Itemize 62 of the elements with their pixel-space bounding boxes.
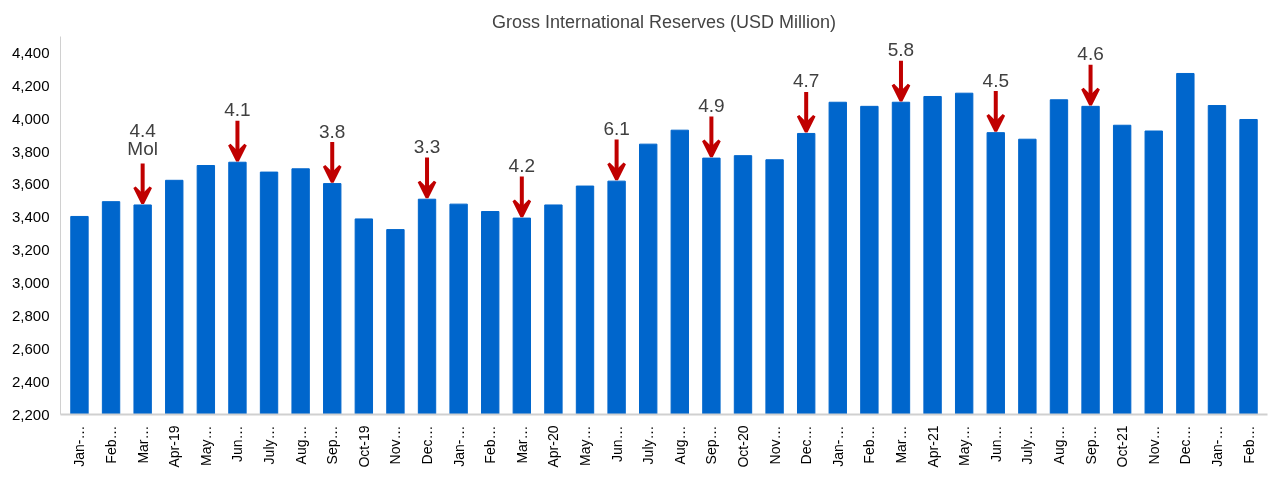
- x-tick-label: Jan-…: [450, 425, 467, 467]
- x-tick-label: Apr-20: [545, 425, 562, 468]
- x-tick-label: Nov…: [1145, 425, 1162, 465]
- x-tick-label: Dec…: [419, 425, 436, 465]
- annotation: 4.4 Mol: [127, 119, 158, 159]
- x-tick-label: Feb…: [861, 425, 878, 464]
- annotation: 3.3: [413, 136, 441, 158]
- x-tick-label: Sep…: [1082, 425, 1099, 465]
- annotation: 4.7: [792, 70, 820, 92]
- x-tick-label: Feb…: [482, 425, 499, 464]
- x-tick-label: Oct-19: [355, 425, 372, 468]
- annotation: 4.2: [508, 155, 536, 177]
- y-tick-label: 2,600: [11, 339, 50, 357]
- x-tick-label: Apr-19: [166, 425, 183, 468]
- y-tick-label: 2,200: [11, 405, 50, 423]
- x-tick-label: Mar…: [513, 425, 530, 464]
- x-tick-label: Sep…: [324, 425, 341, 465]
- x-tick-label: July…: [261, 425, 278, 465]
- x-tick-label: Jun…: [987, 425, 1004, 463]
- y-tick-label: 2,800: [11, 306, 50, 324]
- x-tick-label: Oct-21: [1114, 425, 1131, 468]
- x-tick-label: Jun…: [229, 425, 246, 463]
- x-tick-label: Dec…: [1177, 425, 1194, 465]
- x-tick-label: Mar…: [892, 425, 909, 464]
- y-tick-label: 3,000: [11, 274, 50, 292]
- y-tick-label: 3,200: [11, 241, 50, 259]
- x-tick-label: Aug…: [292, 425, 309, 465]
- x-tick-label: Nov…: [387, 425, 404, 465]
- annotation: 4.6: [1077, 43, 1104, 65]
- x-tick-label: Sep…: [703, 425, 720, 465]
- x-tick-label: Nov…: [766, 425, 783, 465]
- x-tick-label: May…: [577, 425, 594, 466]
- y-tick-label: 3,400: [11, 208, 50, 226]
- x-tick-label: Feb…: [1240, 425, 1257, 464]
- y-tick-label: 3,600: [11, 175, 50, 193]
- x-tick-label: Aug…: [1050, 425, 1067, 465]
- y-tick-label: 4,000: [11, 109, 50, 127]
- x-tick-label: Feb…: [103, 425, 120, 464]
- annotation: 4.5: [982, 69, 1009, 91]
- x-tick-label: Aug…: [671, 425, 688, 465]
- x-tick-label: Mar…: [134, 425, 151, 464]
- x-tick-label: Oct-20: [734, 425, 751, 468]
- x-tick-label: Jan-…: [1208, 425, 1225, 467]
- y-tick-label: 3,800: [11, 142, 50, 160]
- x-tick-label: July…: [640, 425, 657, 465]
- annotation: 5.8: [887, 39, 915, 61]
- x-tick-label: Apr-21: [924, 425, 941, 468]
- x-tick-label: May…: [197, 425, 214, 466]
- annotation: 4.1: [224, 99, 251, 121]
- annotation: 6.1: [603, 118, 630, 140]
- y-tick-label: 4,200: [11, 76, 50, 94]
- y-tick-label: 2,400: [11, 372, 50, 390]
- x-tick-label: May…: [956, 425, 973, 466]
- x-tick-label: Jan-…: [71, 425, 88, 467]
- x-tick-label: Jun…: [608, 425, 625, 463]
- x-tick-label: Dec…: [798, 425, 815, 465]
- y-tick-label: 4,400: [11, 43, 50, 61]
- annotation: 3.8: [319, 120, 346, 142]
- chart-title: Gross International Reserves (USD Million): [491, 11, 837, 32]
- x-tick-label: Jan-…: [829, 425, 846, 467]
- x-tick-label: July…: [1019, 425, 1036, 465]
- annotation: 4.9: [698, 95, 725, 117]
